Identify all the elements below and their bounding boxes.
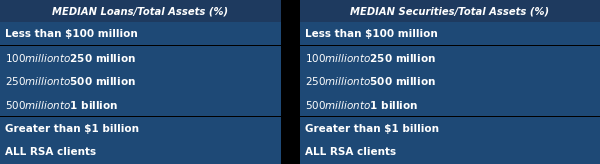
Bar [300,93,600,116]
Bar [300,22,600,45]
Bar [300,46,600,69]
Text: $500 million to $1 billion: $500 million to $1 billion [5,99,118,111]
Bar [0,69,281,92]
Bar [300,140,600,164]
Text: Less than $100 million: Less than $100 million [305,29,438,39]
Bar [0,117,281,140]
Text: $100 million to $250 million: $100 million to $250 million [305,51,436,63]
Text: $250 million to $500 million: $250 million to $500 million [5,75,136,87]
Bar [0,93,281,116]
Text: MEDIAN Loans/Total Assets (%): MEDIAN Loans/Total Assets (%) [52,6,229,16]
Text: $250 million to $500 million: $250 million to $500 million [305,75,436,87]
Text: $100 million to $250 million: $100 million to $250 million [5,51,136,63]
Text: Greater than $1 billion: Greater than $1 billion [5,123,139,133]
Bar [0,0,281,22]
Bar [0,46,281,69]
Bar [0,22,281,45]
Text: Less than $100 million: Less than $100 million [5,29,138,39]
Bar [300,0,600,22]
Bar [300,69,600,92]
Text: Greater than $1 billion: Greater than $1 billion [305,123,439,133]
Bar [0,140,281,164]
Text: MEDIAN Securities/Total Assets (%): MEDIAN Securities/Total Assets (%) [350,6,550,16]
Text: ALL RSA clients: ALL RSA clients [5,147,96,157]
Text: $500 million to $1 billion: $500 million to $1 billion [305,99,418,111]
Bar [300,117,600,140]
Text: ALL RSA clients: ALL RSA clients [305,147,396,157]
